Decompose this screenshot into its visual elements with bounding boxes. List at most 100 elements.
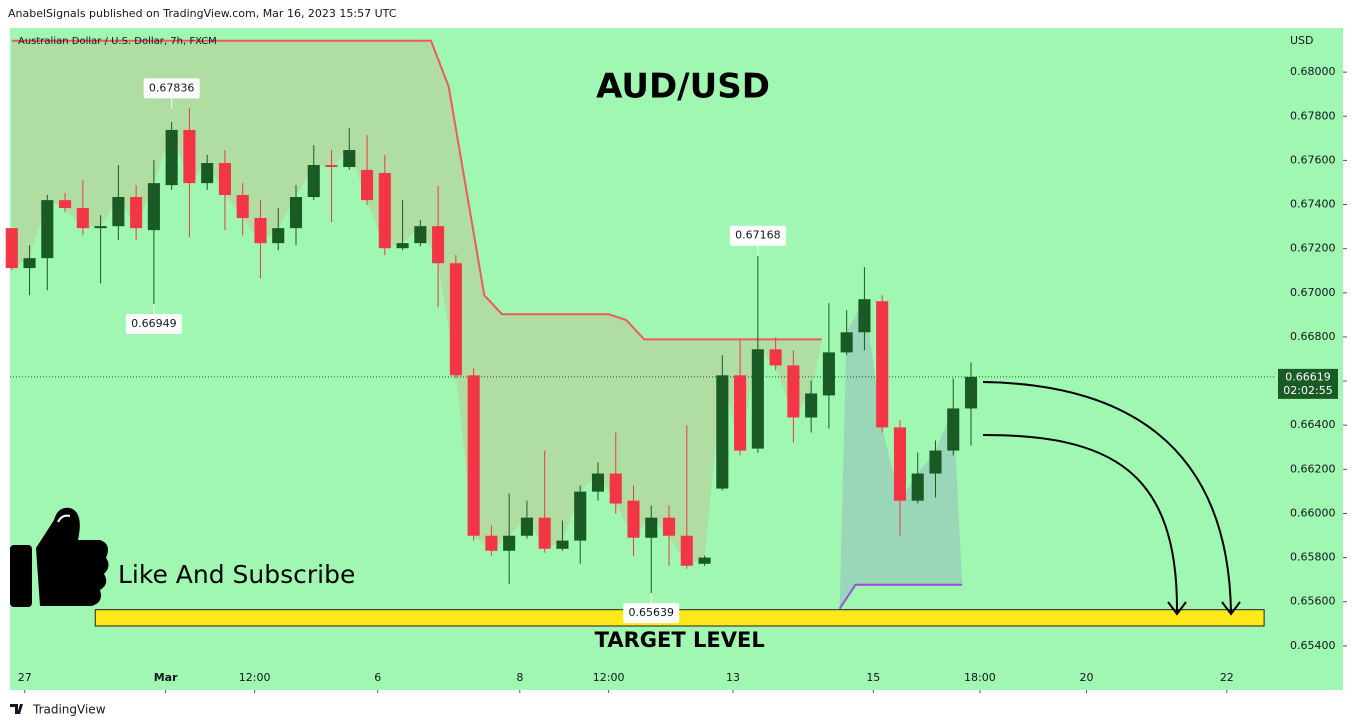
candle-body [183,129,196,184]
target-label: TARGET LEVEL [595,628,765,652]
support-line-shade [839,299,963,609]
target-zone [94,609,1265,627]
candle-body [858,299,871,333]
candle-body [5,228,18,269]
candle-body [911,473,924,501]
candle-body [218,163,231,196]
annotation-label: 0.67836 [149,81,195,94]
candle-body [627,500,640,538]
candle-body [591,473,605,492]
header: AnabelSignals published on TradingView.c… [8,7,397,20]
candle-body [805,393,818,418]
x-tick-label: 27 [18,671,32,684]
candle-body [254,217,267,244]
candle-body [94,226,107,229]
annotation-box [729,225,786,246]
candle-body [964,376,978,409]
candle-body [680,535,693,566]
annotation-label: 0.66949 [131,317,177,330]
candle-body [289,197,303,229]
candle-body [236,195,249,218]
tradingview-logo [10,704,23,714]
candle-body [59,200,72,209]
x-tick-label: 20 [1079,671,1093,684]
candle-body [343,150,356,168]
candle-body [378,172,391,249]
candle-body [432,226,445,264]
x-tick-label: 22 [1220,671,1234,684]
candle-body [929,450,942,474]
x-tick-label: 12:00 [239,671,271,684]
stop-line-shade [11,40,822,566]
annotation-box [143,78,200,99]
y-tick-label: 0.67000 [1290,286,1336,299]
candle-body [414,226,427,244]
candle-body [662,517,676,536]
candle-body [574,491,587,541]
candle-body [822,352,835,396]
candle-body [307,165,320,198]
candle-body [112,197,125,227]
y-tick-label: 0.67600 [1290,153,1336,166]
candle-body [520,517,533,536]
candle-body [893,427,907,501]
call-to-action: Like And Subscribe [118,560,355,589]
annotation-box [623,603,680,624]
annotation-label: 0.65639 [629,606,675,619]
y-tick-label: 0.67200 [1290,242,1336,255]
candle-body [467,375,480,536]
y-tick-label: 0.67800 [1290,109,1336,122]
x-tick-label: 18:00 [964,671,996,684]
candle-body [272,228,285,244]
countdown: 02:02:55 [1283,384,1332,397]
y-tick-label: 0.66200 [1290,462,1336,475]
candle-body [769,349,782,366]
candle-body [147,183,160,231]
x-tick-label: Mar [154,671,178,684]
candle-body [947,408,960,451]
candle-body [734,375,747,451]
candle-body [130,197,143,229]
y-tick-label: 0.65400 [1290,639,1336,652]
y-tick-label: 0.66400 [1290,418,1336,431]
stop-line [11,39,822,341]
candle-body [876,301,889,428]
candle-body [76,208,89,229]
y-tick-label: 0.66000 [1290,506,1336,519]
currency: USD [1290,34,1314,47]
candle-body [503,535,516,551]
candle-body [165,129,178,186]
support-line [838,583,963,610]
candle-body [716,375,729,489]
candle-body [325,165,338,168]
candle-body [201,163,214,184]
candle-body [840,332,853,353]
annotation-label: 0.67168 [735,229,781,242]
annotation-box [125,314,182,335]
x-tick-label: 8 [516,671,523,684]
y-tick-label: 0.65800 [1290,551,1336,564]
candle-body [751,349,764,449]
shading [11,40,963,609]
x-tick-label: 15 [866,671,880,684]
y-tick-label: 0.65600 [1290,595,1336,608]
y-tick-label: 0.68000 [1290,65,1336,78]
y-tick-label: 0.66800 [1290,330,1336,343]
arrows [982,381,1241,616]
candle-body [396,243,409,249]
x-tick-label: 12:00 [593,671,625,684]
y-tick-label: 0.67400 [1290,198,1336,211]
x-tick-label: 13 [726,671,740,684]
x-tick-label: 6 [374,671,381,684]
candle-body [645,517,658,538]
footer: TradingView [32,703,106,717]
candle-body [485,535,498,551]
marks: 0.65400 0.65600 0.65800 0.66000 0.66200 0.664… [5,39,1347,693]
candle-body [23,258,36,269]
last-price-box [1278,368,1338,399]
candle-body [698,557,711,564]
thumbs-up-icon [10,507,109,607]
candle-body [538,517,551,549]
